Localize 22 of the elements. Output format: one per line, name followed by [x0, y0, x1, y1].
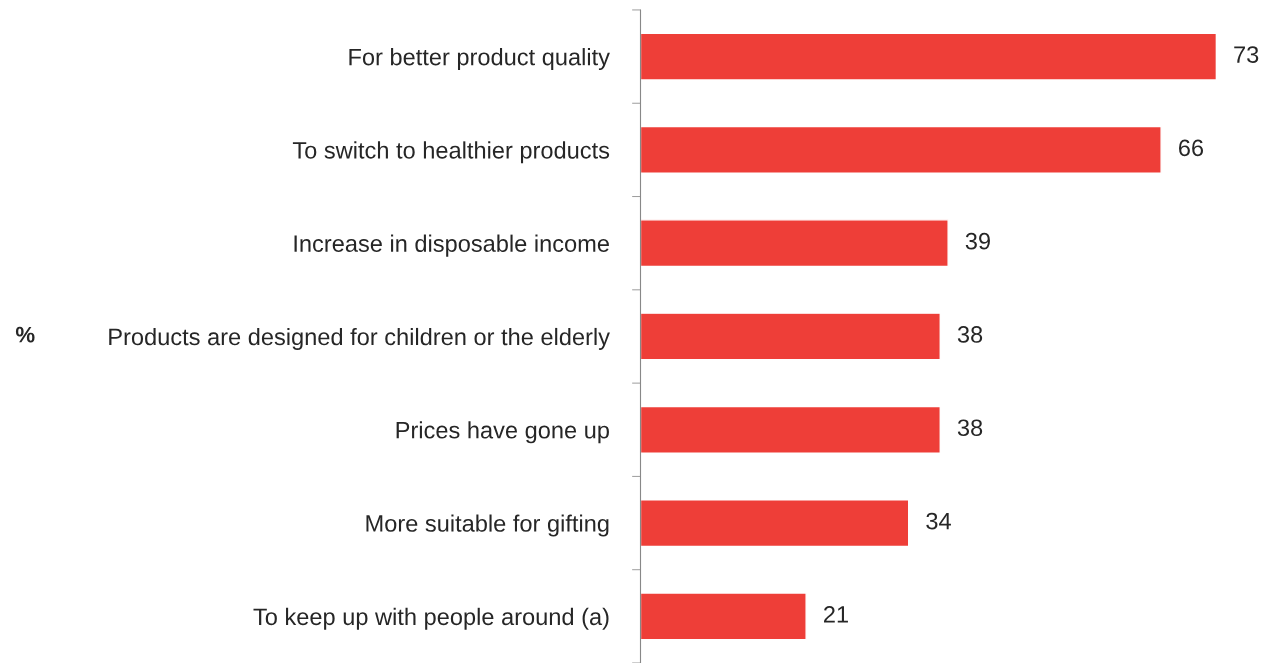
bar [640, 32, 1218, 81]
data-label: 34 [926, 512, 951, 530]
data-label: 38 [957, 326, 983, 343]
data-label: 66 [1179, 139, 1204, 157]
y-tick-label: More suitable for gifting [366, 514, 609, 537]
y-tick-label: Prices have gone up [396, 421, 609, 444]
data-label: 39 [965, 232, 990, 250]
data-label: 21 [824, 605, 848, 623]
y-tick-label: For better product quality [349, 48, 610, 71]
data-label: 73 [1234, 46, 1259, 63]
bar [640, 312, 941, 361]
y-tick-label: Increase in disposable income [294, 234, 609, 257]
y-tick-label: Products are designed for children or the elderly [109, 327, 610, 350]
bar [640, 499, 910, 548]
bar [640, 405, 941, 454]
text: % [15, 326, 35, 343]
bar [640, 125, 1162, 174]
y-tick-label: To keep up with people around (a) [253, 607, 609, 630]
y-tick-label: To switch to healthier products [292, 141, 610, 164]
bar [640, 219, 949, 268]
bar [640, 592, 807, 641]
data-label: 38 [957, 419, 983, 437]
